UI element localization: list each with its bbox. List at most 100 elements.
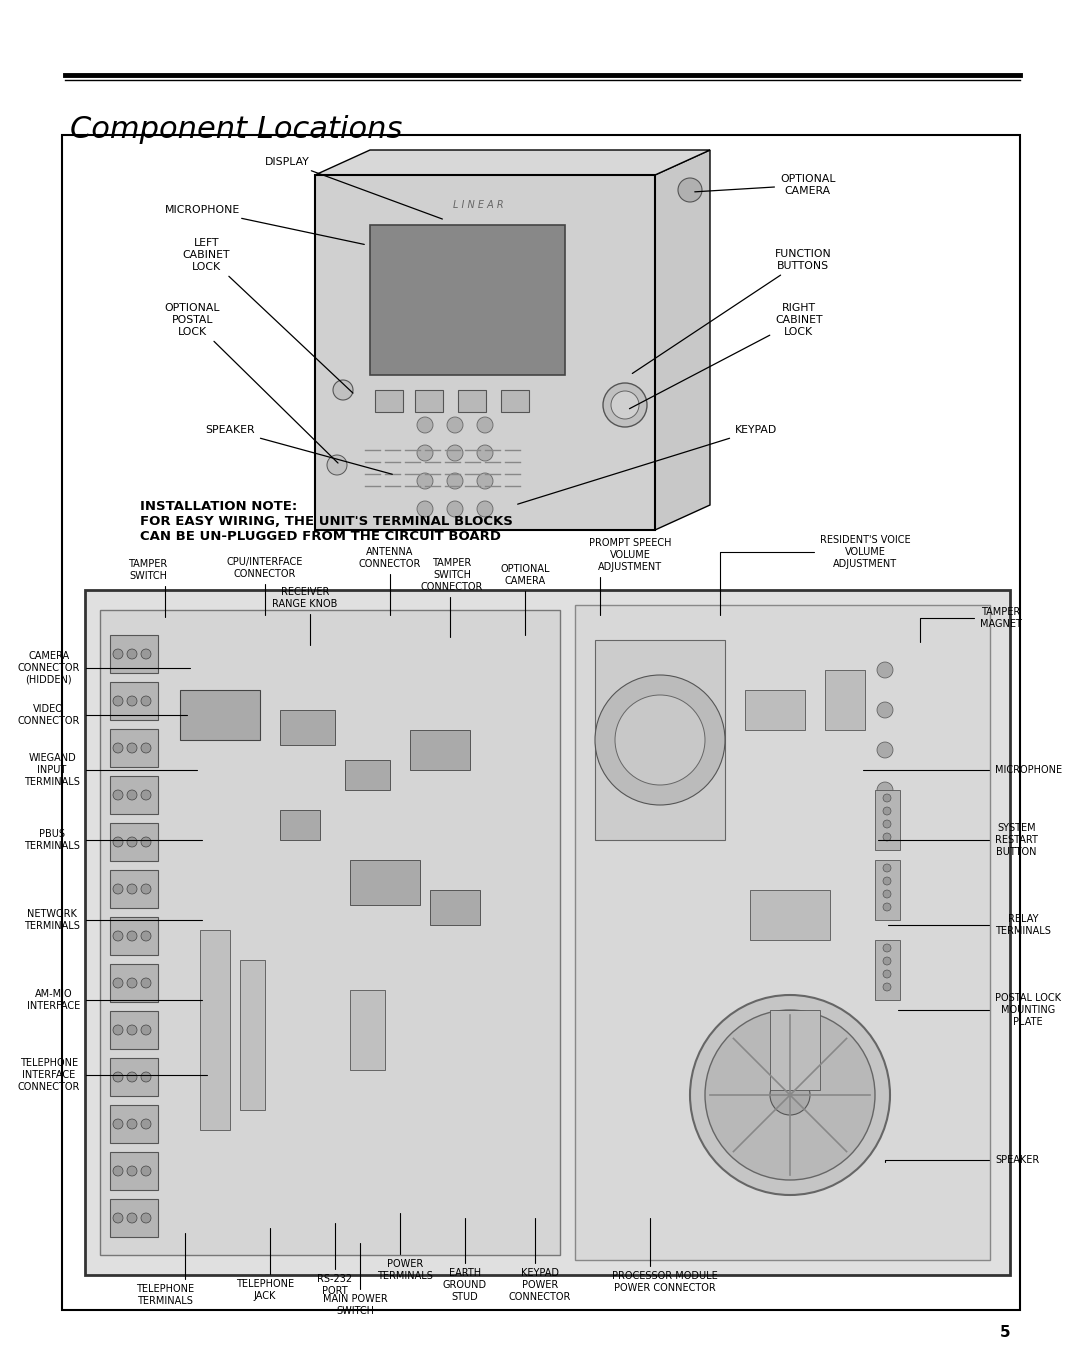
Text: OPTIONAL
POSTAL
LOCK: OPTIONAL POSTAL LOCK (164, 303, 338, 462)
Bar (501, 390, 529, 412)
Text: PROCESSOR MODULE
POWER CONNECTOR: PROCESSOR MODULE POWER CONNECTOR (612, 1218, 718, 1293)
Text: FUNCTION
BUTTONS: FUNCTION BUTTONS (632, 250, 832, 374)
Bar (370, 225, 565, 375)
Bar (825, 670, 865, 730)
Bar (350, 990, 384, 1069)
Circle shape (127, 649, 137, 659)
Circle shape (447, 445, 463, 461)
Circle shape (113, 743, 123, 753)
Text: RELAY
TERMINALS: RELAY TERMINALS (888, 914, 1051, 936)
Circle shape (883, 970, 891, 978)
Text: CPU/INTERFACE
CONNECTOR: CPU/INTERFACE CONNECTOR (227, 558, 303, 615)
Bar (315, 175, 654, 531)
Bar (110, 1153, 158, 1189)
Circle shape (417, 473, 433, 490)
Circle shape (113, 1118, 123, 1129)
Circle shape (883, 944, 891, 952)
Text: EARTH
GROUND
STUD: EARTH GROUND STUD (443, 1218, 487, 1301)
Circle shape (127, 978, 137, 988)
Circle shape (141, 978, 151, 988)
Text: OPTIONAL
CAMERA: OPTIONAL CAMERA (500, 565, 550, 636)
Bar (180, 690, 260, 741)
Bar (110, 964, 158, 1003)
Bar (62, 135, 1020, 1309)
Circle shape (883, 877, 891, 885)
Circle shape (883, 983, 891, 992)
Circle shape (877, 782, 893, 798)
Bar (745, 690, 805, 730)
Bar (350, 859, 420, 904)
Circle shape (447, 473, 463, 490)
Circle shape (883, 889, 891, 898)
Bar (110, 1105, 158, 1143)
Bar (110, 1199, 158, 1237)
Bar (200, 930, 230, 1129)
Circle shape (141, 1166, 151, 1176)
Bar (345, 760, 390, 790)
Circle shape (127, 1166, 137, 1176)
Circle shape (127, 1118, 137, 1129)
Bar (280, 810, 320, 840)
Text: PBUS
TERMINALS: PBUS TERMINALS (24, 829, 202, 851)
Circle shape (883, 820, 891, 828)
Circle shape (113, 884, 123, 893)
Circle shape (477, 501, 492, 517)
Text: TAMPER
SWITCH: TAMPER SWITCH (129, 559, 167, 618)
Bar (575, 606, 990, 1260)
Text: NETWORK
TERMINALS: NETWORK TERMINALS (24, 910, 202, 930)
Circle shape (113, 790, 123, 801)
Text: CAMERA
CONNECTOR
(HIDDEN): CAMERA CONNECTOR (HIDDEN) (17, 652, 190, 685)
Text: ANTENNA
CONNECTOR: ANTENNA CONNECTOR (359, 547, 421, 615)
Bar (110, 636, 158, 672)
Polygon shape (654, 150, 710, 531)
Circle shape (883, 807, 891, 816)
Circle shape (417, 417, 433, 432)
Text: TAMPER
SWITCH
CONNECTOR: TAMPER SWITCH CONNECTOR (421, 558, 483, 637)
Text: MAIN POWER
SWITCH: MAIN POWER SWITCH (323, 1243, 388, 1316)
Circle shape (141, 932, 151, 941)
Circle shape (113, 932, 123, 941)
Text: TAMPER
MAGNET: TAMPER MAGNET (920, 607, 1022, 642)
Circle shape (477, 417, 492, 432)
Text: SYSTEM
RESTART
BUTTON: SYSTEM RESTART BUTTON (878, 824, 1038, 857)
Circle shape (877, 862, 893, 878)
Text: MICROPHONE: MICROPHONE (165, 205, 364, 244)
Circle shape (705, 1009, 875, 1180)
Circle shape (883, 958, 891, 964)
Bar (110, 1011, 158, 1049)
Text: RIGHT
CABINET
LOCK: RIGHT CABINET LOCK (630, 303, 823, 409)
Circle shape (127, 790, 137, 801)
Text: TELEPHONE
TERMINALS: TELEPHONE TERMINALS (136, 1233, 194, 1305)
Circle shape (141, 1024, 151, 1035)
Text: KEYPAD: KEYPAD (517, 426, 778, 505)
Circle shape (883, 903, 891, 911)
Circle shape (141, 1118, 151, 1129)
Circle shape (417, 445, 433, 461)
Bar (770, 1009, 820, 1090)
Text: 5: 5 (999, 1324, 1010, 1339)
Bar (415, 390, 443, 412)
Bar (110, 776, 158, 814)
Circle shape (127, 743, 137, 753)
Circle shape (127, 1024, 137, 1035)
Text: AM-MIO
INTERFACE: AM-MIO INTERFACE (27, 989, 202, 1011)
Circle shape (127, 932, 137, 941)
Circle shape (417, 501, 433, 517)
Circle shape (113, 1072, 123, 1082)
Bar (375, 390, 403, 412)
Circle shape (113, 649, 123, 659)
Circle shape (141, 696, 151, 707)
Bar (595, 640, 725, 840)
Text: SPEAKER: SPEAKER (205, 426, 392, 475)
Circle shape (477, 473, 492, 490)
Circle shape (113, 837, 123, 847)
Bar (110, 822, 158, 861)
Circle shape (141, 1213, 151, 1224)
Circle shape (113, 1024, 123, 1035)
Text: INSTALLATION NOTE:
FOR EASY WIRING, THE UNIT'S TERMINAL BLOCKS
CAN BE UN-PLUGGED: INSTALLATION NOTE: FOR EASY WIRING, THE … (140, 501, 513, 543)
Circle shape (113, 696, 123, 707)
Circle shape (113, 1166, 123, 1176)
Circle shape (770, 1075, 810, 1114)
Bar (100, 610, 561, 1255)
Text: OPTIONAL
CAMERA: OPTIONAL CAMERA (694, 175, 836, 196)
